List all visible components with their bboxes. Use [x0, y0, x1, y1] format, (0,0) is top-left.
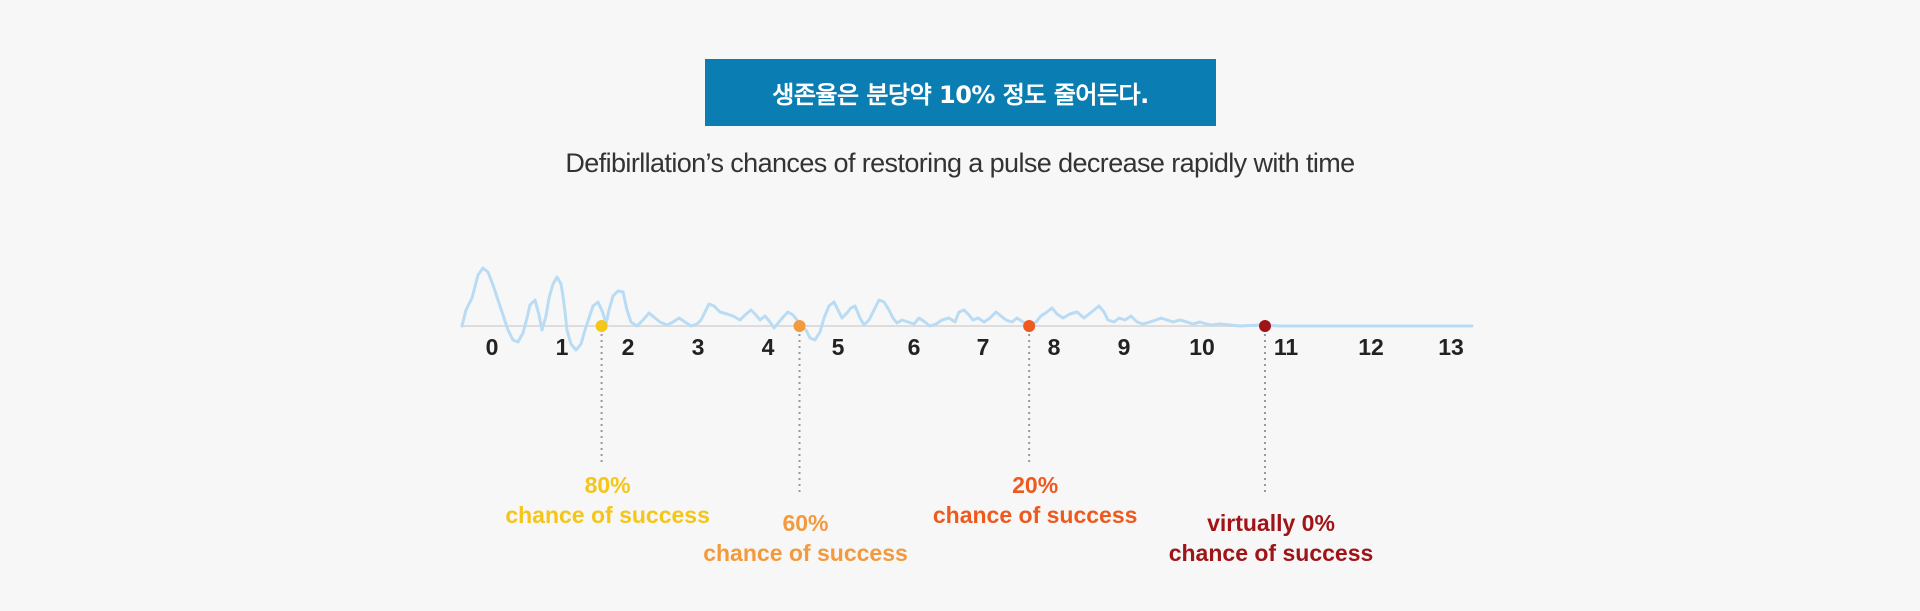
milestone-label: chance of success — [703, 540, 908, 566]
milestone-percent: 20% — [1012, 472, 1059, 498]
milestone-percent: 80% — [584, 472, 631, 498]
tick-label-0: 0 — [486, 334, 499, 360]
milestone-percent: virtually 0% — [1207, 510, 1335, 536]
ecg-wave — [460, 266, 1474, 352]
tick-label-8: 8 — [1048, 334, 1061, 360]
milestone-dot-2 — [1023, 320, 1036, 332]
title-text: 생존율은 분당약 10% 정도 줄어든다. — [772, 81, 1149, 109]
milestone-percent: 60% — [782, 510, 829, 536]
milestone-annotation-1: 60% chance of success — [703, 508, 908, 568]
milestone-label: chance of success — [932, 502, 1138, 528]
milestone-annotation-0: 80% chance of success — [505, 470, 710, 530]
tick-label-13: 13 — [1438, 334, 1464, 360]
tick-label-4: 4 — [762, 334, 775, 360]
subtitle: Defibirllation’s chances of restoring a … — [565, 148, 1355, 178]
tick-label-6: 6 — [908, 334, 921, 360]
tick-label-11: 11 — [1274, 334, 1299, 360]
tick-label-10: 10 — [1189, 334, 1215, 360]
milestone-guides — [595, 320, 1271, 492]
milestone-dot-3 — [1259, 320, 1271, 332]
tick-label-9: 9 — [1118, 334, 1131, 360]
title-banner: 생존율은 분당약 10% 정도 줄어든다. — [705, 59, 1216, 126]
tick-labels: 0 1 2 3 4 5 6 7 8 9 10 11 12 13 — [486, 334, 1464, 360]
milestone-label: chance of success — [505, 502, 710, 528]
tick-label-5: 5 — [832, 334, 845, 360]
milestone-annotation-2: 20% chance of success — [933, 470, 1138, 530]
milestone-label: chance of success — [1168, 540, 1374, 566]
tick-label-3: 3 — [692, 334, 705, 360]
milestone-dot-1 — [793, 320, 806, 332]
milestone-annotation-3: virtually 0% chance of success — [1169, 508, 1374, 568]
tick-label-1: 1 — [556, 334, 569, 360]
tick-label-12: 12 — [1358, 334, 1384, 360]
milestone-dot-0 — [595, 320, 608, 332]
tick-label-2: 2 — [622, 334, 635, 360]
tick-label-7: 7 — [977, 334, 990, 360]
